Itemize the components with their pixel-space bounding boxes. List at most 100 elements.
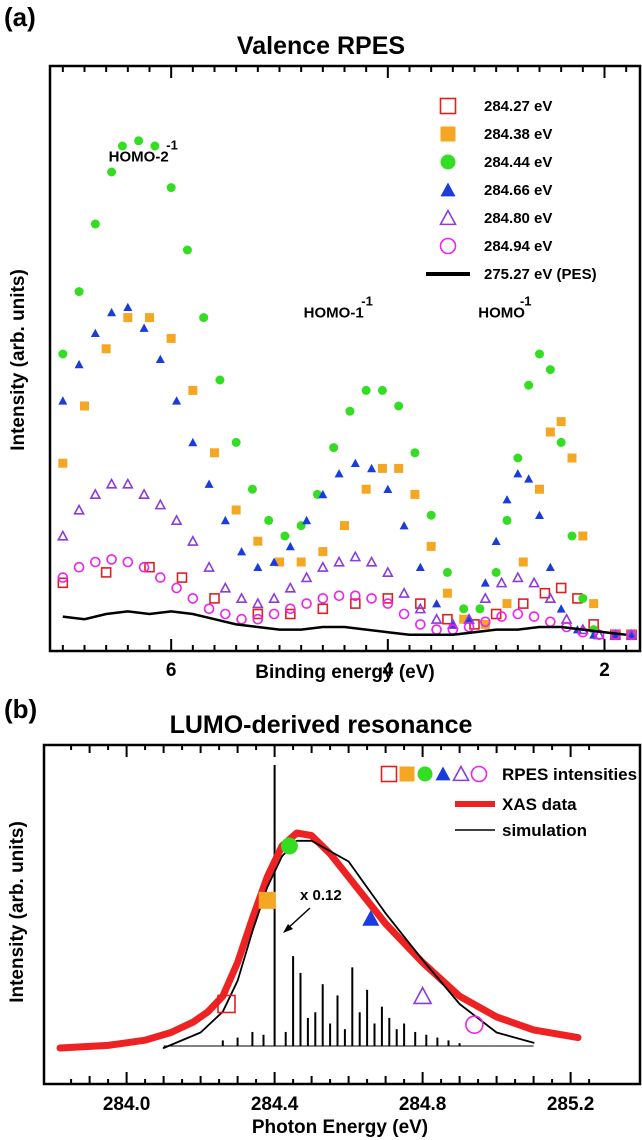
data-point — [513, 469, 523, 478]
data-point — [511, 571, 524, 583]
data-point — [469, 619, 480, 630]
data-point — [377, 385, 387, 395]
data-point — [155, 354, 165, 364]
data-point — [398, 608, 410, 620]
data-point — [301, 598, 312, 609]
legend-label: 284.44 eV — [484, 154, 552, 171]
legend-label: 275.27 eV (PES) — [484, 266, 597, 283]
data-point — [459, 614, 469, 624]
data-point — [556, 437, 566, 447]
data-point — [269, 557, 279, 566]
legend-marker — [439, 208, 457, 226]
data-point — [479, 592, 492, 604]
data-point — [544, 592, 557, 604]
data-point — [475, 604, 485, 614]
data-point — [187, 593, 199, 604]
data-point — [58, 396, 68, 405]
data-point — [442, 588, 452, 598]
data-point — [90, 556, 101, 568]
data-point — [166, 183, 176, 193]
data-point — [58, 349, 68, 359]
xas-curve — [56, 829, 582, 1052]
data-point — [545, 616, 556, 628]
data-point — [480, 619, 490, 629]
data-point — [491, 567, 501, 577]
peak-annotation: HOMO-1 — [304, 305, 364, 322]
legend-marker — [440, 126, 456, 142]
data-point — [589, 599, 599, 609]
data-point — [518, 557, 528, 567]
panel-b-annotation-arrowhead — [283, 924, 293, 933]
data-point — [188, 437, 198, 447]
panel-b-y-axis-label: Intensity (arb. units) — [7, 821, 28, 1003]
data-point — [333, 590, 345, 602]
data-point — [496, 611, 507, 622]
data-point — [134, 136, 144, 146]
panel-b-scale-annotation: x 0.12 — [300, 887, 342, 904]
data-point — [329, 443, 339, 453]
data-point — [57, 572, 69, 583]
data-point — [381, 566, 394, 578]
data-point — [117, 141, 127, 151]
panel-b-x-axis-label: Photon Energy (eV) — [252, 1117, 428, 1138]
x-tick-label: 4 — [383, 660, 394, 681]
data-point — [430, 613, 443, 624]
data-point — [480, 578, 490, 587]
data-point — [394, 463, 404, 473]
data-point — [555, 582, 567, 594]
legend-label: 284.66 eV — [484, 182, 552, 199]
panel-b-legend: RPES intensities XAS data simulation — [380, 764, 637, 840]
panel-b-data — [56, 765, 582, 1052]
data-point — [491, 536, 501, 546]
panel-b-annotation-arrow — [286, 907, 311, 930]
data-point — [123, 313, 133, 323]
data-point — [253, 562, 263, 572]
data-point — [138, 561, 150, 573]
data-point — [626, 629, 637, 641]
x-tick-label: 285.2 — [547, 1094, 595, 1115]
data-point — [502, 599, 512, 609]
legend-label-rpes: RPES intensities — [502, 765, 637, 784]
panel-b-label: (b) — [4, 694, 37, 724]
data-point — [73, 503, 85, 515]
legend-label-simulation: simulation — [502, 821, 587, 840]
panel-a-label: (a) — [4, 2, 36, 32]
data-point — [361, 484, 371, 494]
data-point — [107, 167, 117, 177]
data-point — [577, 626, 589, 638]
data-point — [247, 484, 257, 494]
peak-annotation: HOMO — [478, 305, 525, 322]
data-point — [545, 365, 555, 375]
data-point — [367, 463, 377, 473]
data-point — [121, 477, 134, 489]
data-point — [350, 590, 361, 602]
data-point — [431, 624, 442, 635]
data-point — [268, 608, 280, 620]
panel-b-title: LUMO-derived resonance — [170, 711, 473, 739]
x-tick-label: 284.8 — [399, 1094, 447, 1115]
data-point — [170, 514, 183, 526]
legend-rpes-marker — [380, 765, 398, 783]
panel-a-ticks: 6 4 2 — [61, 66, 628, 681]
data-point — [139, 323, 149, 332]
x-tick-label: 284.0 — [103, 1094, 151, 1115]
data-point — [80, 401, 89, 411]
peak-annotation-superscript: -1 — [361, 294, 373, 309]
data-point — [350, 598, 361, 609]
data-point — [144, 561, 155, 573]
data-point — [502, 515, 512, 525]
data-point — [285, 603, 296, 615]
data-point — [106, 554, 117, 565]
data-point — [145, 313, 154, 323]
data-point — [166, 333, 176, 343]
data-point — [535, 349, 544, 359]
rpes-point — [412, 986, 433, 1005]
data-point — [415, 619, 426, 630]
panel-b: (b) LUMO-derived resonance 284.0 284.4 284… — [4, 694, 642, 1138]
data-point — [317, 603, 329, 615]
data-point — [58, 458, 68, 468]
legend-marker — [440, 154, 456, 170]
peak-annotation: HOMO-2 — [109, 149, 169, 166]
data-point — [300, 571, 313, 583]
data-point — [567, 531, 577, 541]
